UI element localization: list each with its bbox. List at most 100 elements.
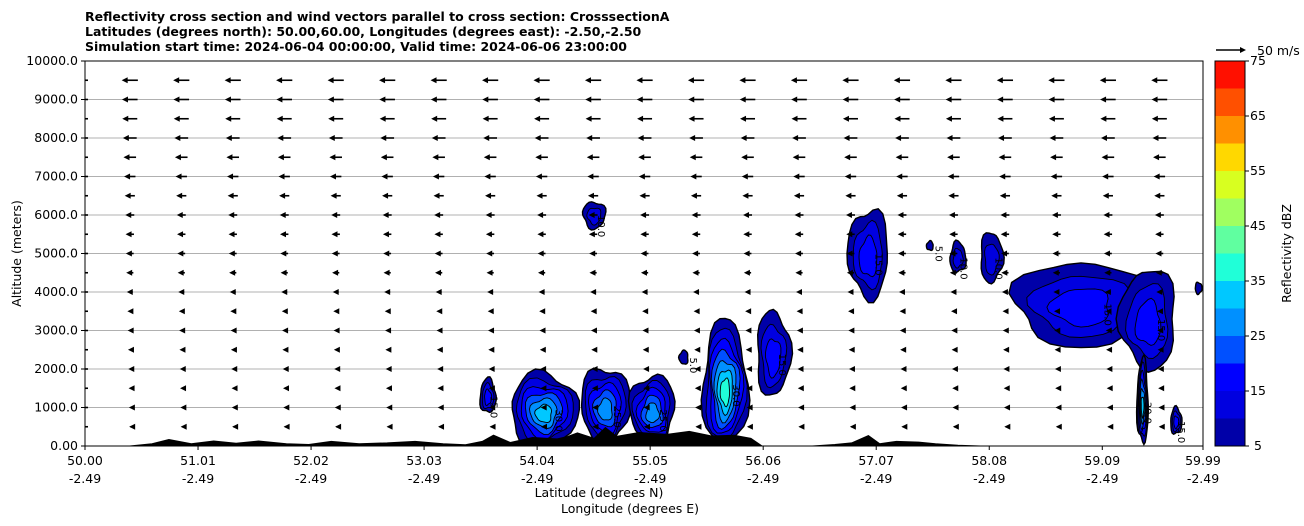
- arrow-head: [434, 212, 441, 218]
- arrow-head: [230, 308, 237, 315]
- arrow-head: [334, 385, 341, 392]
- wind-vector: [949, 231, 958, 238]
- arrow-head: [746, 385, 753, 392]
- wind-vector: [179, 366, 186, 372]
- arrow-head: [951, 308, 958, 315]
- arrow-head: [438, 423, 445, 430]
- y-tick-label: 4000.0: [34, 284, 78, 299]
- wind-vector: [848, 366, 855, 372]
- wind-vector: [744, 289, 751, 295]
- wind-vector: [693, 308, 700, 315]
- arrow-head: [1000, 212, 1007, 218]
- arrow-head: [489, 423, 496, 430]
- arrow-head: [897, 212, 904, 218]
- wind-vector: [1100, 96, 1116, 103]
- wind-vector: [177, 250, 186, 257]
- wind-vector: [280, 250, 289, 257]
- colorbar-tick-label: 55: [1250, 163, 1266, 178]
- wind-vector: [123, 154, 137, 161]
- wind-vector: [386, 423, 393, 430]
- reflectivity-contour: [484, 388, 493, 406]
- wind-vector: [945, 77, 962, 84]
- wind-vector: [695, 423, 702, 430]
- arrow-head: [640, 212, 647, 218]
- wind-vector: [435, 269, 443, 276]
- wind-vector: [849, 385, 856, 392]
- wind-vector: [898, 289, 905, 295]
- arrow-head: [329, 154, 336, 161]
- arrow-head: [180, 385, 187, 392]
- wind-vector: [1048, 115, 1064, 122]
- wind-vector: [846, 231, 855, 238]
- wind-vector: [488, 346, 495, 353]
- arrow-head: [1051, 212, 1058, 218]
- wind-vector: [282, 327, 289, 334]
- wind-vector: [231, 385, 238, 392]
- arrow-head: [745, 308, 752, 315]
- wind-vector: [997, 115, 1013, 122]
- wind-vector: [331, 231, 340, 238]
- arrow-head: [331, 250, 338, 257]
- arrow-head: [1102, 173, 1109, 180]
- wind-vector: [535, 154, 548, 161]
- arrow-head: [951, 346, 958, 353]
- wind-vector: [283, 423, 290, 430]
- arrow-head: [1003, 366, 1010, 372]
- arrow-head: [383, 250, 390, 257]
- arrow-head: [277, 154, 284, 161]
- wind-vector: [488, 385, 495, 392]
- wind-vector: [332, 269, 340, 276]
- arrow-head: [1049, 135, 1056, 141]
- wind-vector: [998, 135, 1012, 141]
- colorbar-frame: [1214, 60, 1246, 447]
- wind-vector: [895, 135, 909, 141]
- arrow-head: [436, 346, 443, 353]
- wind-vector: [842, 96, 859, 103]
- wind-vector: [587, 192, 599, 199]
- arrow-head: [485, 231, 492, 238]
- arrow-head: [1240, 47, 1246, 53]
- x-tick-label-lat: 56.06: [745, 453, 781, 468]
- wind-vector: [1048, 96, 1065, 103]
- wind-vector: [1053, 308, 1060, 315]
- colorbar-tick-label: 15: [1250, 383, 1266, 398]
- arrow-head: [535, 173, 542, 180]
- arrow-head: [282, 366, 289, 372]
- wind-vector: [539, 308, 546, 315]
- reflectivity-contours: [479, 201, 1203, 446]
- arrow-head: [436, 308, 443, 315]
- wind-vector: [741, 154, 754, 161]
- x-tick-label-lon: -2.49: [1086, 471, 1118, 486]
- wind-vector: [384, 308, 391, 315]
- wind-vector: [743, 250, 752, 257]
- arrow-head: [590, 327, 597, 334]
- wind-vector: [180, 423, 187, 430]
- y-axis-label: Altitude (meters): [9, 200, 24, 307]
- wind-vector: [745, 308, 752, 315]
- wind-vector: [437, 366, 444, 372]
- arrow-head: [231, 404, 238, 411]
- arrow-head: [1050, 154, 1057, 161]
- arrow-head: [174, 154, 181, 161]
- arrow-head: [229, 289, 236, 295]
- wind-vector: [483, 135, 498, 141]
- y-tick-label: 2000.0: [34, 361, 78, 376]
- arrow-head: [1152, 135, 1159, 141]
- arrow-head: [898, 250, 905, 257]
- wind-vector: [434, 231, 443, 238]
- reflectivity-contour: [858, 234, 878, 278]
- arrow-head: [797, 346, 804, 353]
- wind-vector: [224, 96, 241, 103]
- wind-vector: [1050, 173, 1063, 180]
- x-tick-label-lon: -2.49: [1187, 471, 1219, 486]
- title-line-2: Latitudes (degrees north): 50.00,60.00, …: [85, 24, 642, 39]
- wind-vector: [431, 135, 446, 141]
- wind-vector: [743, 231, 752, 238]
- wind-vector: [180, 404, 187, 411]
- arrow-head: [537, 250, 544, 257]
- wind-vector: [1153, 154, 1166, 161]
- arrow-head: [122, 115, 129, 122]
- arrow-head: [897, 231, 904, 238]
- contour-label: 10.0: [958, 257, 969, 279]
- reflectivity-contour: [677, 349, 689, 365]
